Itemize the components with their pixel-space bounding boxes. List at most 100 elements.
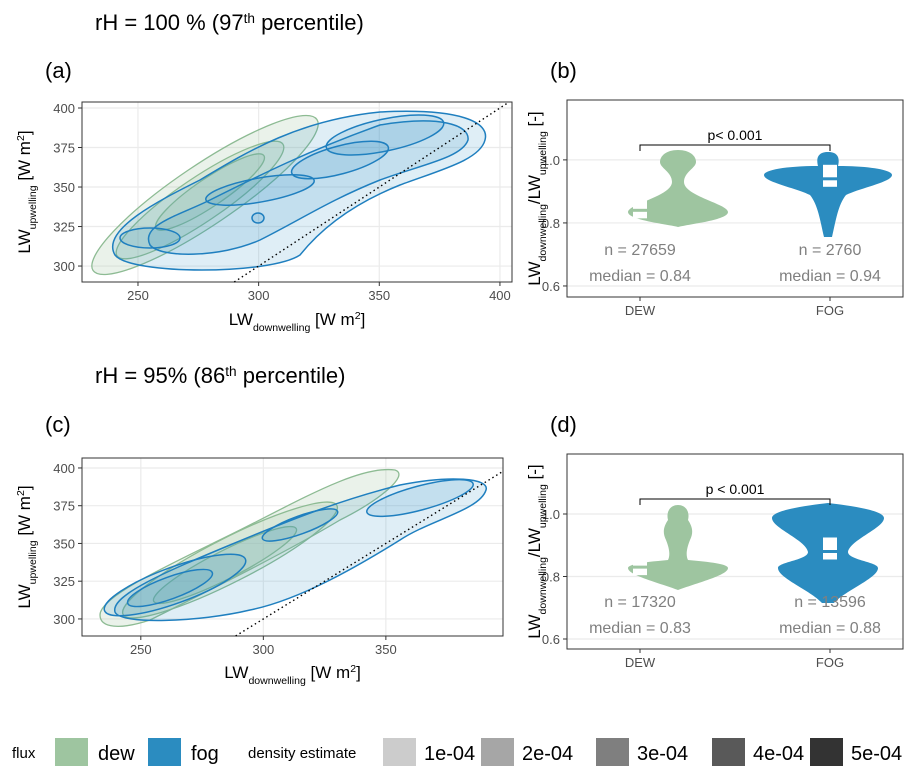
text-part: downwelling (537, 557, 549, 615)
text-part: [W m (310, 310, 354, 329)
y-axis-title: LWdownwelling/LWupwelling [-] (525, 111, 549, 285)
legend-label: 2e-04 (522, 743, 573, 765)
x-tick-label: 300 (252, 642, 274, 657)
median-box (823, 537, 837, 560)
n-label: n = 13596 (794, 594, 866, 611)
grid-layer (567, 100, 903, 297)
text-part: ] (15, 130, 34, 135)
y-axis-title: LWupwelling [W m2] (15, 485, 39, 608)
median-label: median = 0.94 (779, 268, 881, 285)
n-label: n = 2760 (799, 242, 862, 259)
legend-title: flux (12, 745, 36, 762)
y-tick-label: 375 (53, 141, 75, 156)
y-tick-label: 1.0 (542, 153, 560, 168)
y-tick-label: 300 (53, 259, 75, 274)
x-tick-label: 250 (130, 642, 152, 657)
plot-border (566, 99, 904, 298)
median-label: median = 0.88 (779, 620, 881, 637)
y-tick-label: 300 (53, 612, 75, 627)
plot-border (81, 457, 504, 637)
text-part: th (244, 11, 255, 26)
text-part: th (225, 364, 236, 379)
text-part: downwelling (537, 204, 549, 262)
y-tick-label: 1.0 (542, 507, 560, 522)
median-box (633, 553, 647, 576)
y-tick-label: 0.6 (542, 632, 560, 647)
violins (628, 150, 892, 237)
heading: rH = 100 % (97th percentile) (95, 10, 364, 35)
x-tick-label: DEW (625, 655, 656, 670)
panel-label: (d) (550, 412, 577, 437)
text-part: 2 (15, 490, 27, 496)
legend-swatch (810, 738, 843, 766)
text-part: [W m (306, 663, 350, 682)
legend-label: 1e-04 (424, 743, 475, 765)
text-part: [-] (525, 464, 544, 484)
plot-border (81, 101, 513, 283)
text-part: [-] (525, 111, 544, 131)
x-tick-label: DEW (625, 303, 656, 318)
text-part: LW (15, 584, 34, 608)
x-tick-label: FOG (816, 303, 844, 318)
n-label: n = 17320 (604, 594, 676, 611)
x-tick-label: FOG (816, 655, 844, 670)
text-part: 2 (15, 135, 27, 141)
text-part: upwelling (27, 540, 39, 584)
p-value: p< 0.001 (708, 127, 763, 143)
y-tick-label: 0.8 (542, 570, 560, 585)
text-part: percentile) (255, 10, 364, 35)
y-tick-label: 400 (53, 101, 75, 116)
y-axis-title: LWupwelling [W m2] (15, 130, 39, 253)
plot-border (566, 453, 904, 650)
text-layer: rH = 100 % (97th percentile)rH = 95% (86… (12, 10, 902, 766)
legend-swatch (712, 738, 745, 766)
x-tick-label: 350 (368, 288, 390, 303)
median-box (633, 196, 647, 219)
y-axis-title: LWdownwelling/LWupwelling [-] (525, 464, 549, 638)
y-tick-label: 325 (53, 220, 75, 235)
x-tick-label: 300 (248, 288, 270, 303)
y-tick-label: 375 (53, 499, 75, 514)
text-part: LW (525, 614, 544, 638)
overlay: 0.6 0.8 1.0 DEW FOG (542, 99, 904, 318)
legend-label: dew (98, 743, 135, 765)
legend-title: density estimate (248, 745, 356, 762)
text-part: downwelling (248, 675, 306, 687)
text-part: downwelling (253, 322, 311, 334)
text-part: rH = 100 % (97 (95, 10, 244, 35)
text-part: ] (15, 485, 34, 490)
median-label: median = 0.84 (589, 268, 691, 285)
y-tick-label: 350 (53, 536, 75, 551)
text-part: upwelling (537, 131, 549, 175)
identity-line (235, 470, 504, 637)
overlay: 0.6 0.8 1.0 DEW FOG (542, 453, 904, 670)
panel-label: (a) (45, 58, 72, 83)
density-contours (99, 468, 487, 627)
grid-layer (82, 102, 512, 282)
legend-swatch (148, 738, 181, 766)
p-value: p < 0.001 (706, 481, 765, 497)
n-label: n = 27659 (604, 242, 676, 259)
y-tick-label: 350 (53, 180, 75, 195)
significance-bracket (639, 498, 831, 505)
text-part: LW (229, 310, 253, 329)
legend-label: 3e-04 (637, 743, 688, 765)
plot-background (567, 100, 903, 297)
text-part: LW (525, 261, 544, 285)
text-part: [W m (15, 496, 34, 540)
legend-label: 4e-04 (753, 743, 804, 765)
significance-bracket (639, 144, 831, 151)
legend-label: 5e-04 (851, 743, 902, 765)
y-tick-label: 325 (53, 574, 75, 589)
text-part: /LW (525, 175, 544, 204)
x-tick-label: 350 (375, 642, 397, 657)
x-tick-label: 400 (489, 288, 511, 303)
x-axis-title: LWdownwelling [W m2] (229, 310, 366, 334)
text-part: 2 (355, 310, 361, 322)
text-part: upwelling (537, 484, 549, 528)
text-part: ] (356, 663, 361, 682)
text-part: rH = 95% (86 (95, 363, 225, 388)
y-tick-label: 400 (53, 461, 75, 476)
panel-label: (b) (550, 58, 577, 83)
